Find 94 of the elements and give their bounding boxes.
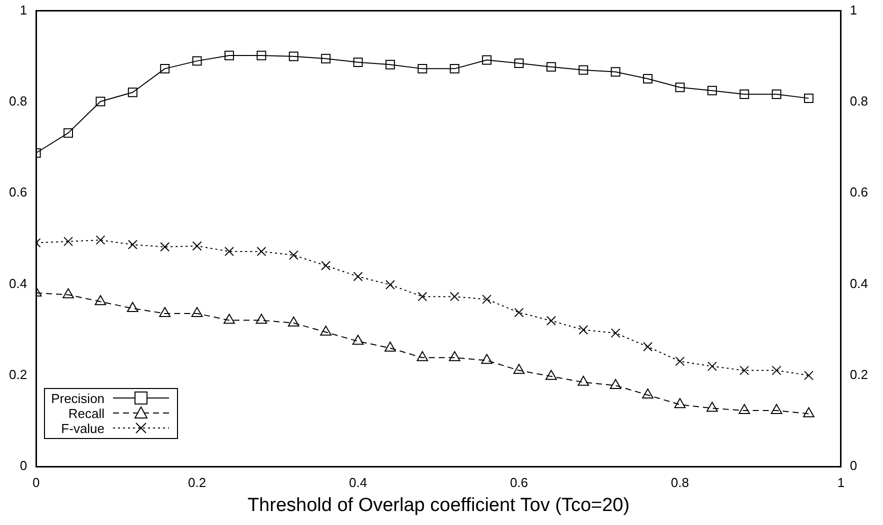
point: [416, 351, 428, 362]
point: [64, 128, 74, 138]
point: [352, 334, 364, 345]
point: [740, 366, 750, 376]
point: [448, 351, 460, 362]
point: [772, 366, 782, 376]
point: [224, 314, 235, 324]
point: [224, 246, 234, 256]
y-tick-label: 0.2: [8, 367, 28, 382]
y-tick-label: 0.4: [8, 276, 28, 291]
point: [770, 404, 782, 414]
point: [513, 364, 525, 374]
x-tick-label: 0: [32, 474, 40, 490]
y2-tick-label: 0.4: [850, 276, 868, 291]
point: [675, 82, 685, 92]
point: [256, 314, 268, 324]
point: [643, 342, 653, 352]
point: [514, 58, 524, 68]
point: [353, 272, 363, 282]
point: [642, 388, 654, 399]
point: [288, 250, 298, 260]
point: [450, 292, 460, 302]
point: [96, 235, 106, 245]
point: [385, 60, 395, 70]
x-tick-label: 0.8: [670, 474, 689, 490]
x-tick-label: 1: [837, 474, 845, 490]
point: [707, 362, 717, 372]
point: [706, 402, 718, 412]
point: [450, 64, 460, 74]
point: [256, 50, 266, 60]
point: [384, 342, 396, 352]
point: [546, 62, 556, 72]
y2-tick-label: 0.2: [850, 367, 868, 382]
legend-label: Precision: [51, 390, 105, 406]
point: [159, 306, 171, 317]
x-tick-label: 0.6: [510, 474, 528, 490]
point: [288, 316, 300, 327]
point: [64, 236, 74, 246]
point: [353, 58, 363, 68]
point: [192, 241, 202, 251]
y-tick-label: 0.6: [8, 184, 28, 200]
x-tick-label: 0.2: [188, 474, 206, 490]
point: [804, 94, 814, 104]
point: [126, 302, 138, 312]
point: [191, 306, 203, 317]
point: [256, 246, 266, 256]
point: [160, 64, 170, 74]
point: [482, 55, 492, 65]
point: [578, 65, 588, 75]
x-tick-label: 0.4: [348, 474, 368, 490]
point: [514, 308, 524, 318]
y-tick-label: 0: [20, 458, 28, 474]
point: [803, 407, 814, 418]
point: [62, 288, 74, 298]
point: [578, 376, 590, 386]
y-tick-label: 1: [20, 2, 28, 18]
point: [94, 295, 106, 306]
point: [385, 280, 395, 290]
point: [128, 88, 138, 98]
point: [128, 240, 138, 250]
point: [320, 326, 332, 336]
point: [643, 74, 653, 84]
point: [675, 356, 685, 366]
point: [738, 404, 750, 414]
point: [321, 260, 331, 270]
point: [610, 328, 620, 338]
point: [160, 242, 170, 252]
point: [545, 370, 557, 380]
legend-label: F-value: [61, 420, 105, 436]
point: [804, 370, 814, 380]
legend-label: Recall: [68, 406, 105, 421]
x-axis-title: Threshold of Overlap coefficient Tov (Tco=20): [247, 494, 630, 516]
point: [481, 354, 492, 364]
point: [321, 54, 331, 64]
y-tick-label: 0.8: [8, 94, 28, 109]
point: [610, 67, 620, 77]
point: [707, 86, 717, 96]
point: [418, 292, 428, 302]
point: [740, 89, 750, 99]
y2-tick-label: 0.8: [850, 94, 868, 109]
point: [192, 56, 202, 66]
y2-tick-label: 1: [850, 2, 858, 18]
point: [578, 325, 588, 335]
y2-tick-label: 0.6: [850, 184, 868, 200]
point: [610, 378, 622, 389]
point: [674, 398, 686, 408]
y2-tick-label: 0: [850, 458, 858, 474]
point: [224, 50, 234, 60]
point: [96, 96, 106, 106]
point: [546, 316, 556, 326]
point: [418, 64, 428, 74]
point: [772, 89, 782, 99]
point: [482, 294, 492, 304]
point: [288, 52, 298, 62]
